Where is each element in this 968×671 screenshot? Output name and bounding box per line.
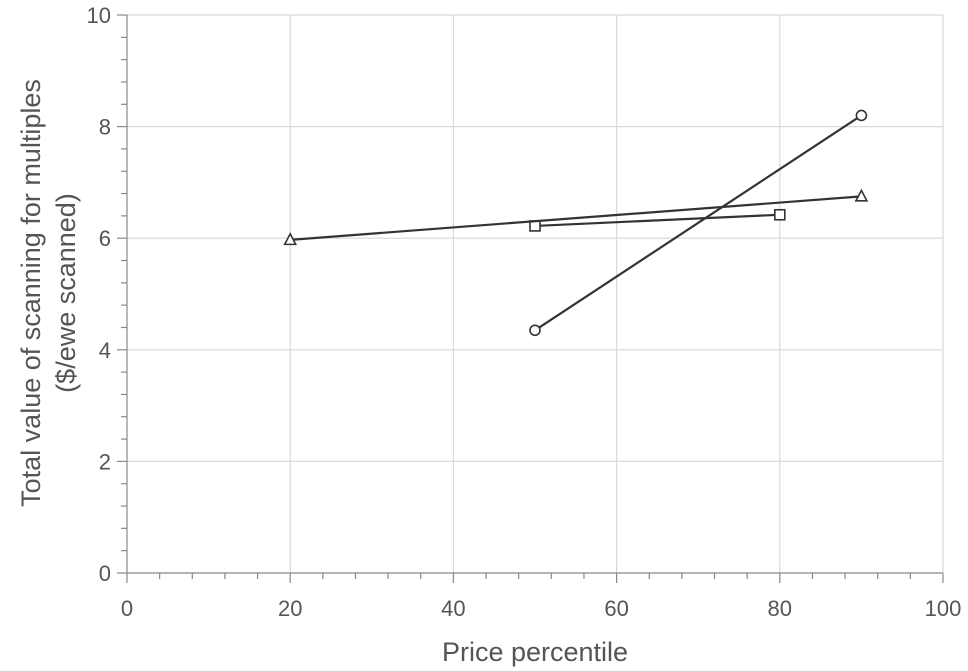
x-tick-label: 60 xyxy=(604,596,628,621)
y-axis-title-line: ($/ewe scanned) xyxy=(51,193,81,393)
grid xyxy=(127,14,944,573)
square-marker xyxy=(773,208,786,221)
y-tick-label: 0 xyxy=(99,561,111,586)
axes xyxy=(117,14,944,583)
series-group xyxy=(283,109,869,337)
triangle-marker xyxy=(854,188,869,202)
series-line-square xyxy=(534,213,780,228)
series-line-circle xyxy=(534,114,863,332)
x-tick-label: 20 xyxy=(278,596,302,621)
y-axis-title-line: Total value of scanning for multiples xyxy=(16,79,46,507)
circle-marker xyxy=(529,324,541,337)
y-tick-label: 6 xyxy=(99,226,111,251)
series-line-triangle xyxy=(290,195,862,241)
y-tick-label: 10 xyxy=(87,3,111,28)
y-tick-label: 8 xyxy=(99,115,111,140)
y-axis-title: Total value of scanning for multiples ($/… xyxy=(16,79,81,507)
y-tick-label: 2 xyxy=(99,449,111,474)
x-tick-label: 40 xyxy=(441,596,465,621)
x-axis-title: Price percentile xyxy=(442,637,628,667)
triangle-marker xyxy=(283,232,298,246)
y-tick-label: 4 xyxy=(99,338,111,363)
x-tick-label: 80 xyxy=(768,596,792,621)
circle-marker xyxy=(855,109,868,122)
x-tick-label: 0 xyxy=(121,596,133,621)
x-tick-label: 100 xyxy=(925,596,962,621)
labels: 0 20 40 60 80 100 0 2 4 6 8 10 Price percentile Total… xyxy=(16,3,961,667)
